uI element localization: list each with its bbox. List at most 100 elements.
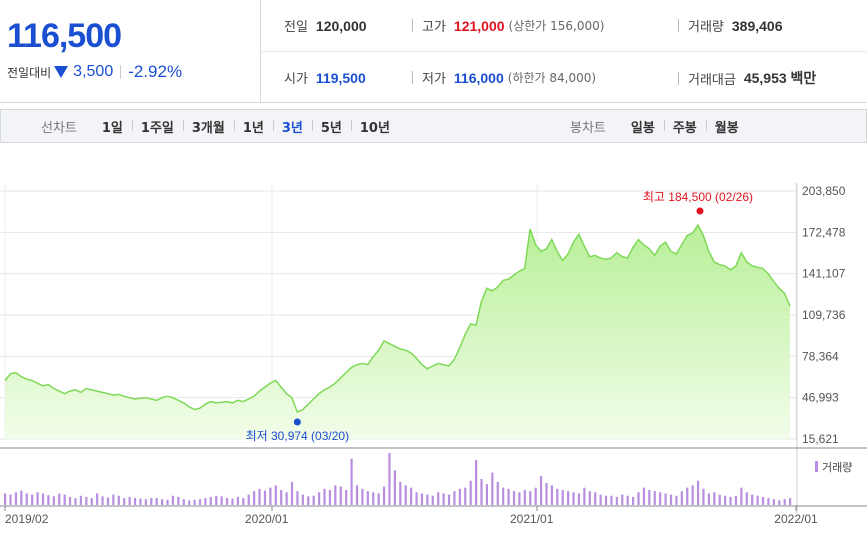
volume-bar <box>258 488 261 505</box>
high-point-marker <box>696 207 704 215</box>
volume-bar <box>696 480 700 505</box>
down-triangle-icon <box>54 66 69 78</box>
volume-bar <box>63 494 66 505</box>
volume-bar <box>718 494 721 505</box>
volume-bar <box>253 491 256 505</box>
volume-bar <box>778 500 781 505</box>
volume-bar <box>610 495 613 505</box>
volume-bar <box>139 498 142 505</box>
tab-daily-candle[interactable]: 일봉 <box>630 120 655 136</box>
volume-bar <box>133 498 137 505</box>
tab-3-years[interactable]: 3년 <box>272 117 312 136</box>
price-summary: 116,500 전일대비 3,500 -2.92% <box>0 0 261 103</box>
volume-bar <box>410 487 413 505</box>
divider <box>261 51 867 52</box>
volume-bar <box>767 498 770 505</box>
low-annotation: 최저 30,974 (03/20) <box>246 429 349 443</box>
x-tick-label: 2022/01 <box>774 512 818 526</box>
volume-bar <box>632 496 635 505</box>
change-value: 3,500 <box>73 63 114 80</box>
volume-bar <box>604 495 608 505</box>
volume-bar <box>366 491 369 505</box>
volume-bar <box>415 492 418 505</box>
volume-bar <box>583 487 586 505</box>
volume-bar <box>556 488 559 505</box>
volume-bar <box>236 496 239 505</box>
volume-bar <box>171 495 175 505</box>
quote-header: 116,500 전일대비 3,500 -2.92% 전일 120,000 고가 … <box>0 0 867 103</box>
volume-bar <box>296 491 299 505</box>
volume-bar <box>426 494 429 505</box>
volume-bar <box>58 493 61 505</box>
price-area <box>5 225 790 439</box>
volume-bar <box>669 494 673 505</box>
tab-1-week[interactable]: 1주일 <box>131 117 183 136</box>
candle-tab-label: 봉차트 <box>570 120 606 136</box>
day-low: 저가 116,000 (하한가 84,000) <box>412 68 596 87</box>
volume-bar <box>377 493 380 505</box>
volume-bar <box>648 489 651 505</box>
volume-bars <box>4 453 792 505</box>
volume-bar <box>144 499 147 505</box>
volume-bar <box>447 494 451 505</box>
high-annotation: 최고 184,500 (02/26) <box>643 190 753 204</box>
volume-bar <box>545 483 548 505</box>
volume-bar <box>789 498 792 505</box>
volume-bar <box>339 486 342 505</box>
volume-bar <box>188 500 191 505</box>
volume-bar <box>220 496 223 505</box>
tab-5-years[interactable]: 5년 <box>311 117 351 136</box>
volume-bar <box>231 498 234 505</box>
volume-bar <box>209 496 212 505</box>
volume-bar <box>539 476 543 505</box>
volume-info: 거래량 389,406 <box>678 16 783 35</box>
tab-monthly-candle[interactable]: 월봉 <box>705 117 748 136</box>
volume-bar <box>128 496 131 505</box>
volume-bar <box>464 487 467 505</box>
volume-bar <box>485 484 489 505</box>
volume-bar <box>150 498 153 505</box>
volume-bar <box>437 492 440 505</box>
tab-3-months[interactable]: 3개월 <box>182 117 234 136</box>
volume-bar <box>523 489 526 505</box>
volume-bar <box>31 494 34 505</box>
volume-bar <box>328 489 332 505</box>
y-tick-label: 15,621 <box>802 432 839 446</box>
volume-bar <box>155 498 158 505</box>
volume-bar <box>496 481 499 505</box>
volume-bar <box>675 495 678 505</box>
volume-bar <box>350 458 353 505</box>
change-percent: -2.92% <box>128 62 183 81</box>
volume-bar <box>572 492 575 505</box>
tab-1-day[interactable]: 1일 <box>101 120 123 136</box>
volume-bar <box>724 495 727 505</box>
volume-bar <box>480 479 483 505</box>
volume-bar <box>659 492 662 505</box>
period-tab-group: 선차트 1일 1주일 3개월 1년 3년 5년 10년 <box>41 110 399 142</box>
price-chart: 203,850 172,478 141,107 109,736 78,364 46,993… <box>0 183 867 526</box>
volume-bar <box>263 490 267 505</box>
volume-bar <box>25 493 28 505</box>
volume-bar <box>204 498 207 505</box>
volume-bar <box>561 489 564 505</box>
volume-bar <box>269 487 272 505</box>
y-tick-label: 78,364 <box>802 349 839 363</box>
volume-legend-swatch <box>815 461 818 472</box>
volume-bar <box>79 495 82 505</box>
tab-weekly-candle[interactable]: 주봉 <box>663 117 706 136</box>
tab-1-year[interactable]: 1년 <box>233 117 273 136</box>
volume-bar <box>691 485 694 505</box>
volume-bar <box>642 487 646 505</box>
low-point-marker <box>293 418 301 426</box>
volume-bar <box>290 481 294 505</box>
price-line <box>4 223 791 414</box>
volume-bar <box>285 492 288 505</box>
volume-bar <box>431 495 434 505</box>
tab-10-years[interactable]: 10년 <box>350 117 399 136</box>
volume-bar <box>20 490 23 505</box>
volume-bar <box>534 487 537 505</box>
chart-tabs: 선차트 1일 1주일 3개월 1년 3년 5년 10년 봉차트 일봉 주봉 월봉 <box>0 109 867 143</box>
change-label: 전일대비 <box>7 65 52 80</box>
volume-bar <box>361 488 364 505</box>
volume-bar <box>318 492 321 505</box>
